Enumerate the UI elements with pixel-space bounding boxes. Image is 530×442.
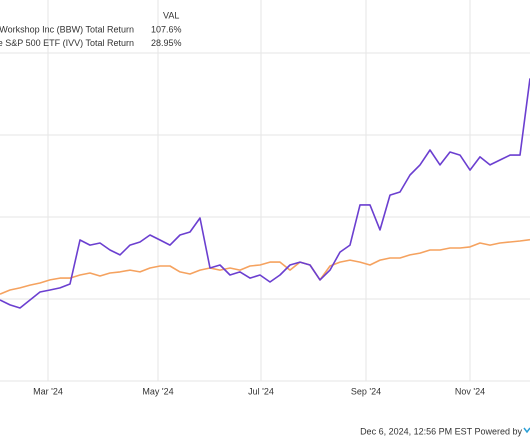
legend-value: 107.6% xyxy=(151,24,182,34)
legend-header: VAL xyxy=(163,10,179,20)
x-tick-label: Mar '24 xyxy=(33,386,63,396)
x-tick-label: Jul '24 xyxy=(248,386,274,396)
series-line xyxy=(0,238,530,295)
x-tick-label: Sep '24 xyxy=(351,386,381,396)
series-line xyxy=(0,78,530,309)
logo xyxy=(523,427,530,434)
footer: Dec 6, 2024, 12:56 PM EST Powered by xyxy=(360,426,522,436)
legend-value: 28.95% xyxy=(151,38,182,48)
legend-label: Core S&P 500 ETF (IVV) Total Return xyxy=(0,38,134,48)
x-tick-label: Nov '24 xyxy=(455,386,485,396)
legend-label: Bear Workshop Inc (BBW) Total Return xyxy=(0,24,134,34)
x-tick-label: May '24 xyxy=(142,386,173,396)
